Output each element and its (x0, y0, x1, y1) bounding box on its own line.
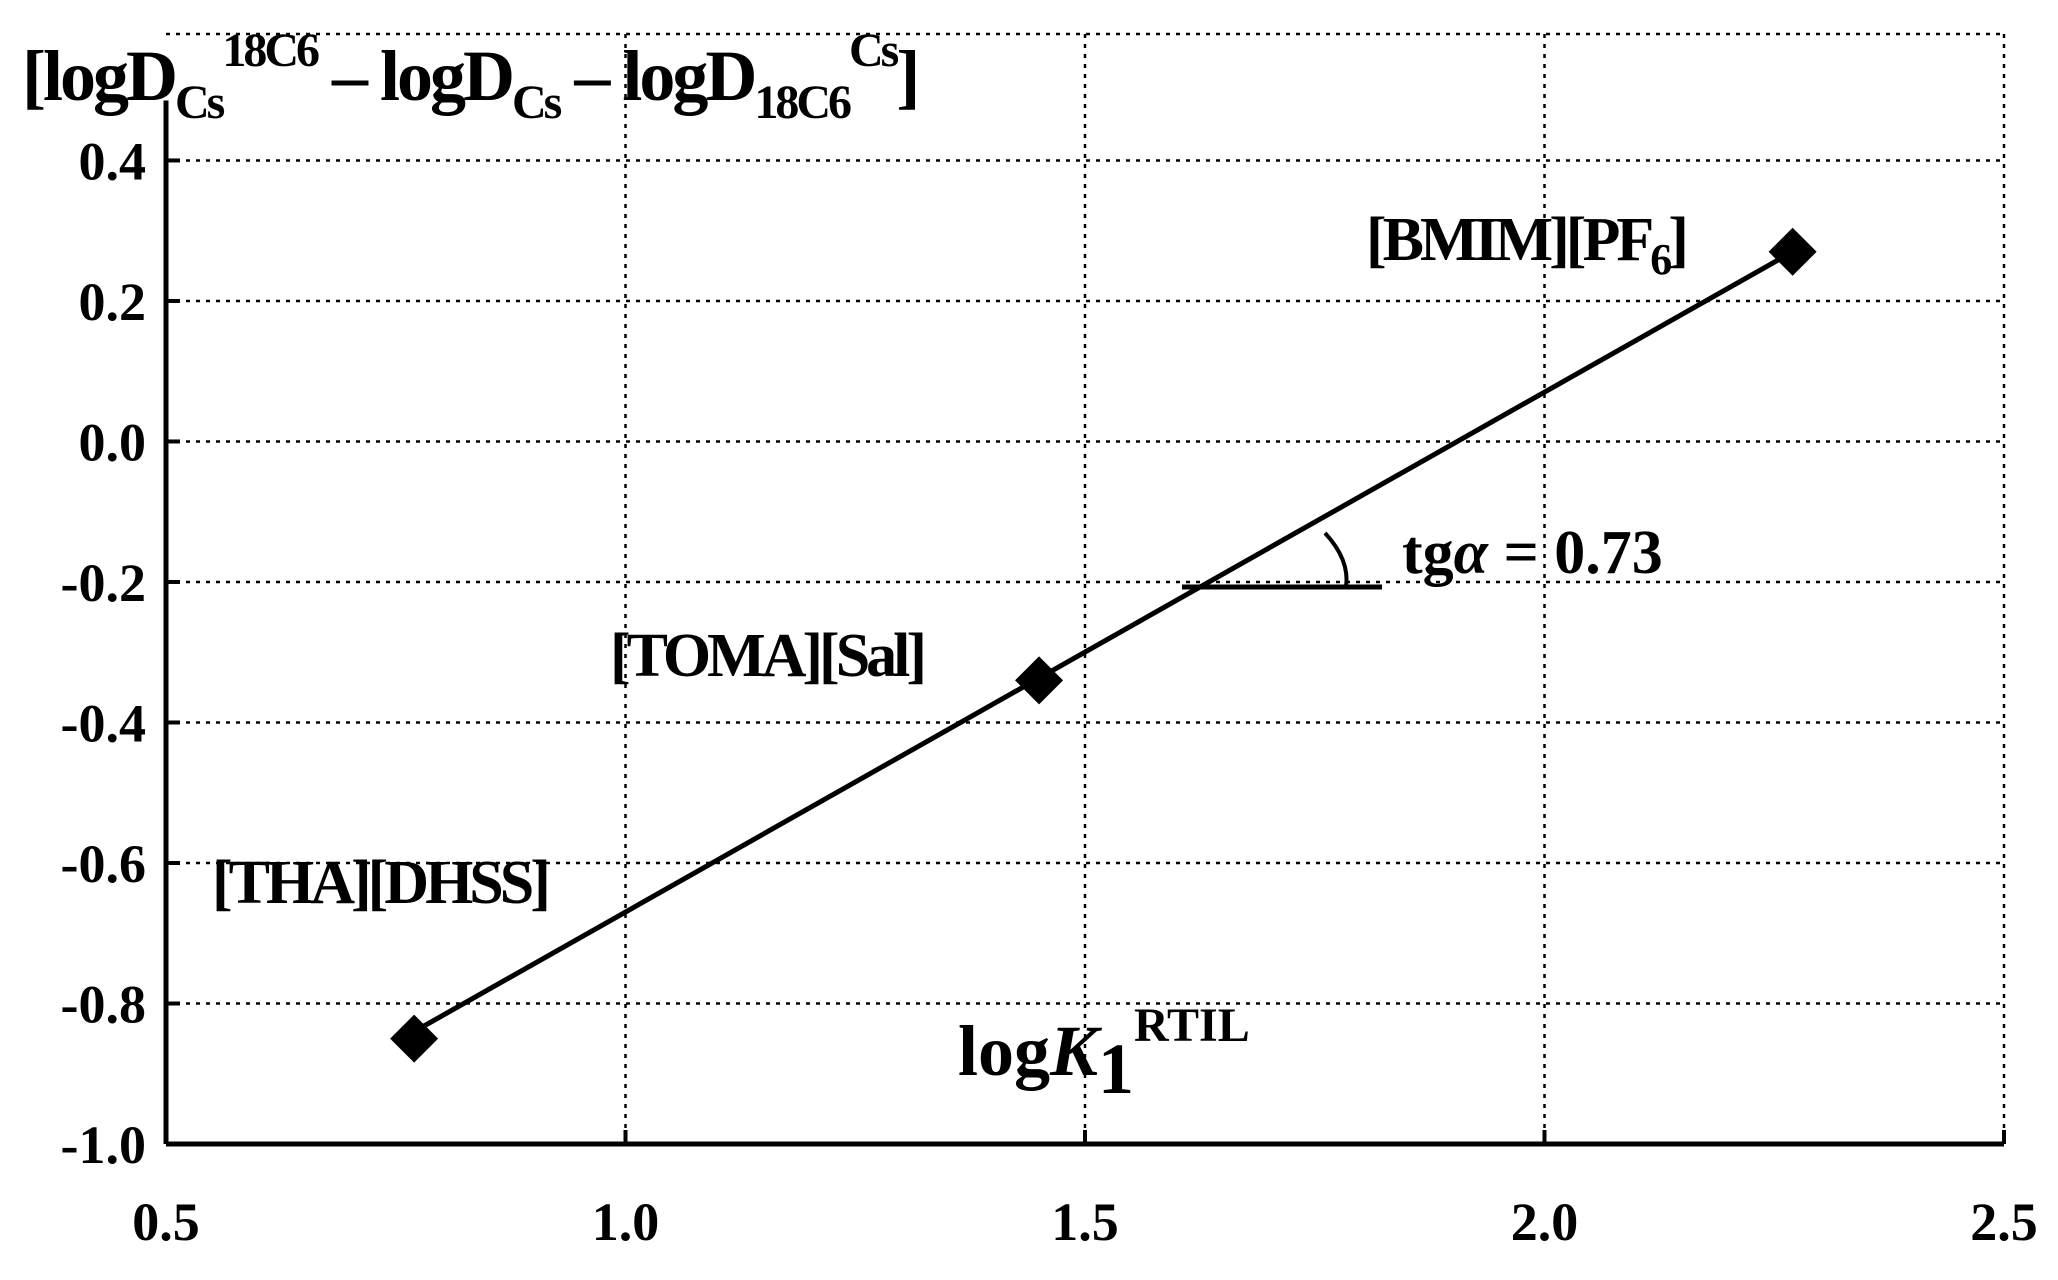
x-label-sub: 1 (1098, 1029, 1134, 1109)
grid-layer (166, 32, 2006, 1144)
tick-labels: -1.0 -0.8 -0.6 -0.4 -0.2 0.0 0.2 0.4 0.5 1.0 1.5 2.… (61, 131, 2038, 1252)
x-tick-label: 0.5 (132, 1192, 200, 1252)
x-tick-label: 2.0 (1511, 1192, 1579, 1252)
x-label-sup: RTIL (1134, 999, 1250, 1052)
data-point (390, 1014, 439, 1063)
x-tick-label: 1.5 (1051, 1192, 1119, 1252)
y-tick-label: -0.2 (61, 553, 146, 613)
point-label-bmim-close: ] (1668, 206, 1685, 274)
y-label-close: ] (896, 36, 917, 116)
data-points (390, 227, 1817, 1063)
axis-layer (163, 100, 2006, 1147)
data-point (1015, 656, 1064, 705)
y-label-sup3: Cs (849, 24, 899, 77)
slope-suffix: = 0.73 (1488, 519, 1663, 587)
x-tick-label: 2.5 (1970, 1192, 2038, 1252)
y-tick-label: -0.8 (61, 974, 146, 1034)
y-tick-label: -0.4 (61, 693, 146, 753)
point-label-bmim: [BMIM][PF6] (1366, 206, 1685, 284)
y-label-open: [logD (22, 36, 175, 116)
slope-var: α (1454, 519, 1490, 587)
slope-prefix: tg (1402, 519, 1454, 587)
fit-line-layer (412, 249, 1794, 1034)
slope-annotation: tgα = 0.73 (1182, 519, 1663, 590)
data-point (1768, 227, 1817, 276)
y-axis-label: [logDCs18C6 – logDCs – logD18C6Cs] (22, 24, 917, 129)
regression-line (412, 249, 1794, 1034)
y-label-sub2: Cs (512, 76, 562, 129)
y-label-sub1: Cs (175, 76, 225, 129)
point-label-toma: [TOMA][Sal] (610, 622, 923, 690)
y-label-mid2: – logD (559, 36, 754, 116)
point-label-bmim-main: [BMIM][PF (1366, 206, 1651, 274)
y-label-sub3: 18C6 (754, 76, 851, 129)
y-tick-label: -1.0 (61, 1115, 146, 1175)
y-tick-label: -0.6 (61, 834, 146, 894)
point-label-tha: [THA][DHSS] (212, 849, 547, 917)
slope-label: tgα = 0.73 (1402, 519, 1663, 587)
y-tick-label: 0.4 (79, 131, 147, 191)
y-tick-label: 0.2 (79, 272, 147, 332)
y-tick-label: 0.0 (79, 412, 147, 472)
x-axis-label: logK1RTIL (958, 999, 1250, 1109)
x-label-var: K (1049, 1011, 1103, 1091)
y-label-sup1: 18C6 (222, 24, 319, 77)
y-label-mid: – logD (317, 36, 512, 116)
x-tick-label: 1.0 (592, 1192, 660, 1252)
slope-angle-arc (1323, 531, 1349, 588)
x-label-prefix: log (958, 1011, 1050, 1091)
